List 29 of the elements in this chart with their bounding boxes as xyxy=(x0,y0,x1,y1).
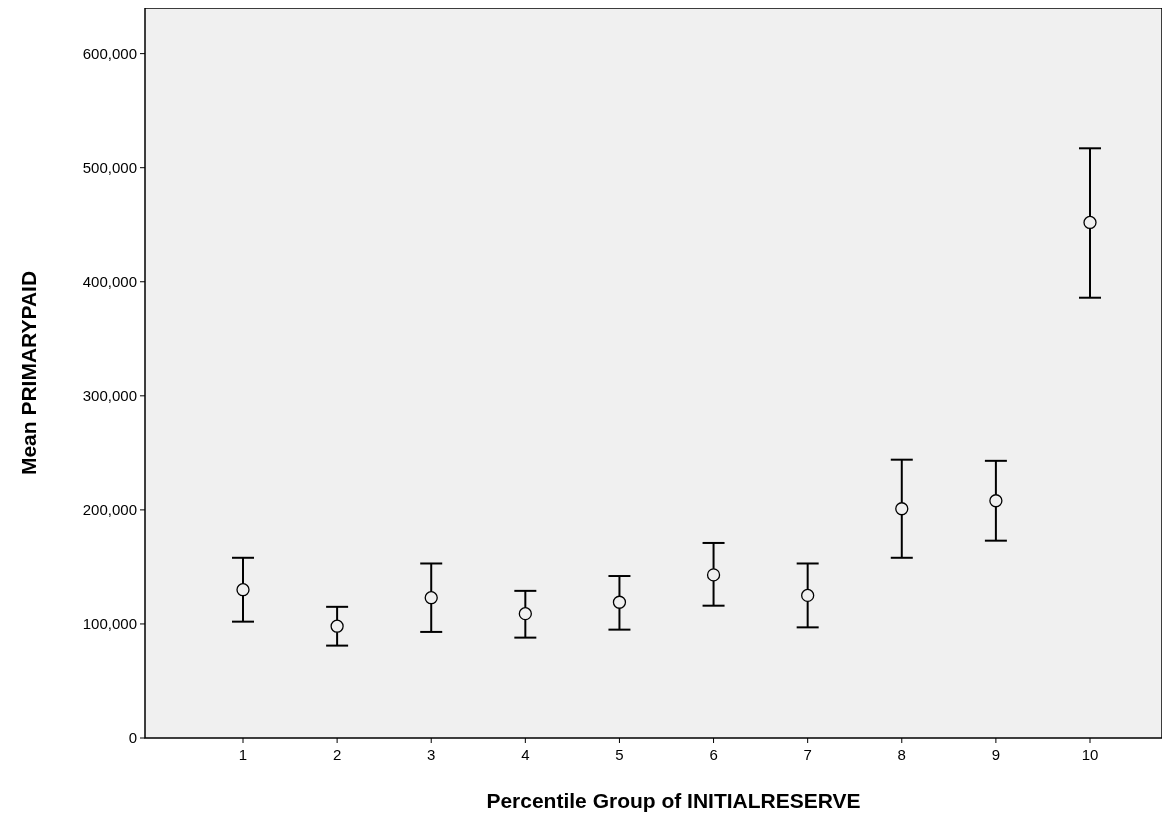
point xyxy=(518,607,532,621)
point xyxy=(801,588,815,603)
x-tick-label: 9 xyxy=(991,746,1001,763)
x-tick-label: 6 xyxy=(709,746,718,763)
point xyxy=(706,568,721,582)
x-tick-label: 10 xyxy=(1081,746,1099,763)
y-tick-label: 400,000 xyxy=(82,273,137,290)
point xyxy=(330,619,344,633)
x-tick-label: 7 xyxy=(803,746,812,763)
x-tick-label: 3 xyxy=(427,746,436,763)
x-tick-label: 2 xyxy=(332,746,342,763)
y-tick-label: 100,000 xyxy=(82,615,137,633)
y-tick-label: 500,000 xyxy=(82,158,137,176)
point xyxy=(895,502,909,516)
x-tick-label: 8 xyxy=(897,746,906,763)
y-tick-label: 300,000 xyxy=(82,387,137,405)
y-tick-label: 200,000 xyxy=(82,501,137,519)
y-tick-label: 600,000 xyxy=(82,44,137,62)
point xyxy=(236,583,250,597)
x-axis-title: Percentile Group of INITIALRESERVE xyxy=(486,789,861,812)
point xyxy=(424,591,438,605)
x-tick-label: 1 xyxy=(238,746,248,763)
point xyxy=(612,595,627,609)
point xyxy=(989,494,1003,508)
point xyxy=(1083,215,1097,230)
y-tick-label: 0 xyxy=(128,729,137,747)
y-axis-title: Mean PRIMARYPAID xyxy=(17,270,40,476)
x-tick-label: 5 xyxy=(615,746,624,763)
x-tick-label: 4 xyxy=(521,746,530,763)
